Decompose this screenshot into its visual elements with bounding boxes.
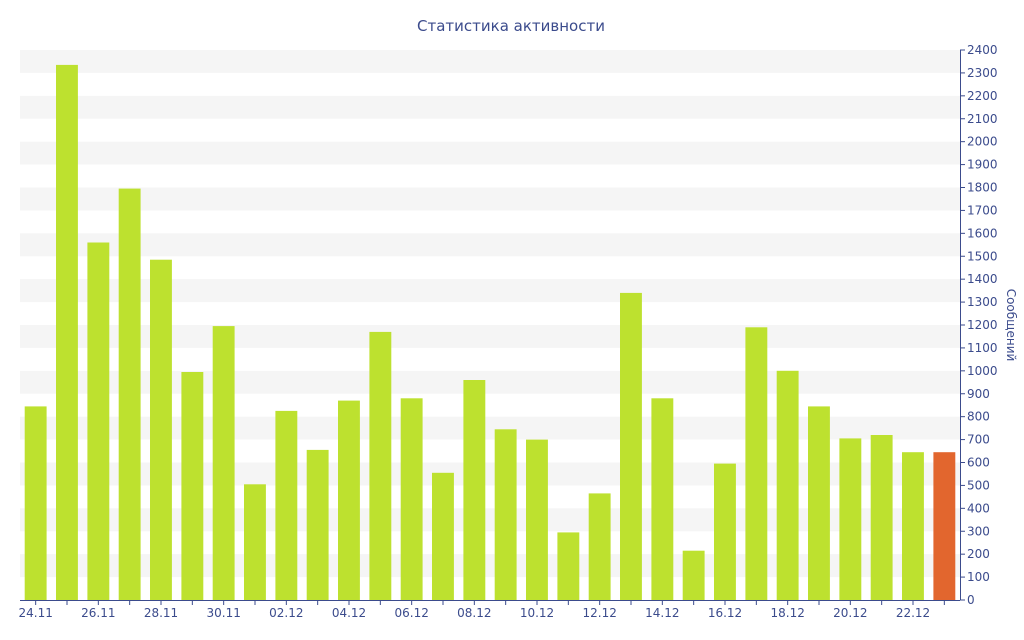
bar-28.11 bbox=[150, 259, 172, 600]
grid-band bbox=[20, 141, 960, 165]
bar-07.12 bbox=[432, 472, 454, 600]
y-tick-label: 1600 bbox=[967, 226, 998, 240]
x-tick-label: 06.12 bbox=[394, 606, 428, 620]
bar-17.12 bbox=[745, 327, 768, 600]
bar-14.12 bbox=[651, 398, 674, 600]
y-tick-label: 400 bbox=[967, 501, 990, 515]
y-tick-label: 2200 bbox=[967, 89, 998, 103]
bar-06.12 bbox=[400, 398, 423, 600]
y-tick-label: 700 bbox=[967, 433, 990, 447]
bar-25.11 bbox=[56, 64, 78, 600]
y-axis-label: Сообщений bbox=[1004, 289, 1018, 362]
y-tick-label: 2300 bbox=[967, 66, 998, 80]
bar-29.11 bbox=[181, 372, 204, 600]
grid-band bbox=[20, 50, 960, 73]
grid-band bbox=[20, 95, 960, 119]
bar-27.11 bbox=[118, 188, 141, 600]
bar-13.12 bbox=[620, 292, 642, 600]
bar-20.12 bbox=[839, 438, 862, 600]
grid-band bbox=[20, 279, 960, 303]
bar-08.12 bbox=[463, 380, 486, 600]
grid-bands bbox=[20, 50, 960, 578]
bar-19.12 bbox=[808, 406, 830, 600]
y-tick-label: 0 bbox=[967, 593, 975, 607]
grid-band bbox=[20, 416, 960, 440]
bar-22.12 bbox=[902, 452, 924, 600]
bar-15.12 bbox=[682, 550, 705, 600]
bar-12.12 bbox=[588, 493, 611, 600]
y-tick-label: 2400 bbox=[967, 43, 998, 57]
x-tick-label: 04.12 bbox=[332, 606, 366, 620]
x-tick-label: 30.11 bbox=[206, 606, 240, 620]
y-tick-label: 2000 bbox=[967, 135, 998, 149]
chart-title: Статистика активности bbox=[417, 17, 605, 35]
x-tick-label: 22.12 bbox=[896, 606, 930, 620]
y-tick-label: 1400 bbox=[967, 272, 998, 286]
y-tick-label: 2100 bbox=[967, 112, 998, 126]
bar-11.12 bbox=[557, 532, 580, 600]
y-tick-label: 600 bbox=[967, 456, 990, 470]
x-tick-label: 28.11 bbox=[144, 606, 178, 620]
bar-05.12 bbox=[369, 331, 392, 600]
bar-24.11 bbox=[24, 406, 47, 600]
x-tick-label: 12.12 bbox=[582, 606, 616, 620]
grid-band bbox=[20, 187, 960, 211]
x-tick-label: 16.12 bbox=[708, 606, 742, 620]
grid-band bbox=[20, 325, 960, 348]
y-tick-label: 1000 bbox=[967, 364, 998, 378]
bar-23.12 bbox=[933, 452, 956, 600]
y-tick-label: 300 bbox=[967, 524, 990, 538]
bar-09.12 bbox=[494, 429, 517, 600]
x-tick-label: 10.12 bbox=[520, 606, 554, 620]
y-tick-label: 1700 bbox=[967, 203, 998, 217]
y-tick-label: 1900 bbox=[967, 158, 998, 172]
y-tick-label: 200 bbox=[967, 547, 990, 561]
bar-04.12 bbox=[338, 400, 360, 600]
x-axis: 24.11 26.11 28.11 30.11 02.12 04.12 06.12 08.12… bbox=[18, 600, 960, 620]
bar-21.12 bbox=[870, 435, 893, 600]
y-tick-label: 900 bbox=[967, 387, 990, 401]
x-tick-label: 02.12 bbox=[269, 606, 303, 620]
x-tick-label: 24.11 bbox=[18, 606, 52, 620]
bar-02.12 bbox=[275, 410, 298, 600]
bar-26.11 bbox=[87, 242, 110, 600]
x-tick-label: 14.12 bbox=[645, 606, 679, 620]
x-tick-label: 26.11 bbox=[81, 606, 115, 620]
y-tick-label: 1200 bbox=[967, 318, 998, 332]
y-axis: 0 100 200 300 400 500 600 700 800 900 1000 1100 1200… bbox=[960, 43, 998, 607]
y-tick-label: 1100 bbox=[967, 341, 998, 355]
y-tick-label: 1800 bbox=[967, 181, 998, 195]
grid-band bbox=[20, 370, 960, 394]
y-tick-label: 100 bbox=[967, 570, 990, 584]
y-tick-label: 1500 bbox=[967, 249, 998, 263]
y-tick-label: 500 bbox=[967, 478, 990, 492]
bar-30.11 bbox=[212, 326, 235, 600]
bar-03.12 bbox=[306, 449, 329, 600]
bar-16.12 bbox=[714, 463, 736, 600]
x-tick-label: 20.12 bbox=[833, 606, 867, 620]
bar-10.12 bbox=[526, 439, 548, 600]
x-tick-label: 08.12 bbox=[457, 606, 491, 620]
bar-01.12 bbox=[244, 484, 266, 600]
y-tick-label: 800 bbox=[967, 410, 990, 424]
x-tick-label: 18.12 bbox=[770, 606, 804, 620]
y-tick-label: 1300 bbox=[967, 295, 998, 309]
bar-18.12 bbox=[776, 370, 799, 600]
grid-band bbox=[20, 233, 960, 257]
bars bbox=[24, 64, 956, 600]
